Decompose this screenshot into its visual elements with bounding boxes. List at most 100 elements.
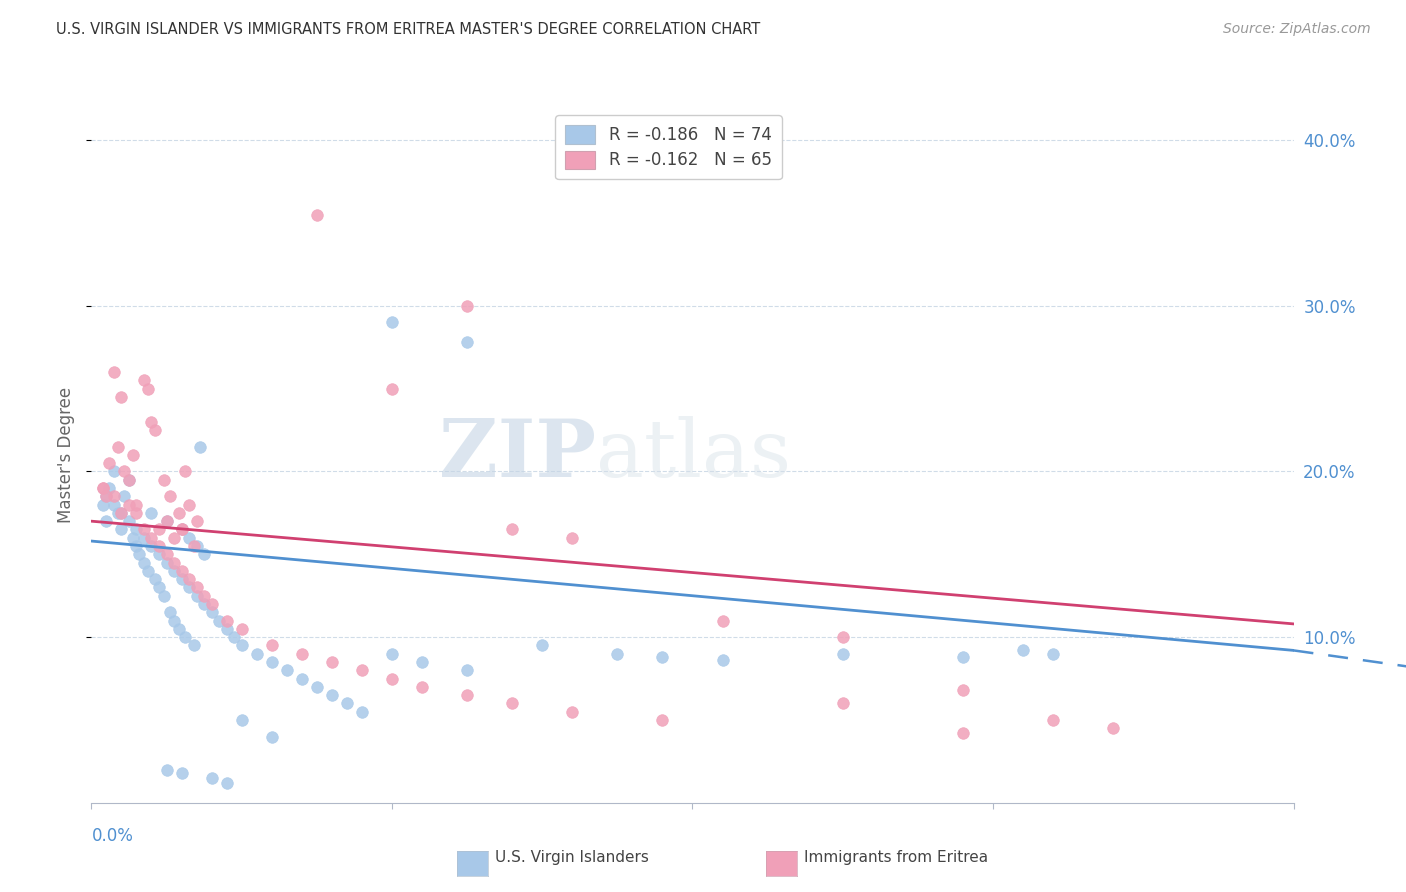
Point: [167, 622, 190, 636]
Point: [155, 514, 177, 528]
Point: [107, 440, 129, 454]
Text: U.S. VIRGIN ISLANDER VS IMMIGRANTS FROM ERITREA MASTER'S DEGREE CORRELATION CHAR: U.S. VIRGIN ISLANDER VS IMMIGRANTS FROM …: [56, 22, 761, 37]
Point: [110, 506, 132, 520]
Point: [381, 672, 404, 686]
Point: [103, 498, 125, 512]
Point: [170, 523, 193, 537]
Point: [141, 531, 163, 545]
Point: [186, 589, 208, 603]
Point: [201, 771, 224, 785]
Point: [177, 581, 200, 595]
Point: [148, 523, 170, 537]
Point: [456, 688, 478, 702]
Point: [103, 365, 125, 379]
Point: [231, 622, 253, 636]
Point: [177, 531, 200, 545]
Point: [231, 639, 253, 653]
Point: [93, 481, 115, 495]
Point: [651, 713, 673, 727]
Point: [118, 514, 141, 528]
Point: [141, 539, 163, 553]
Y-axis label: Master's Degree: Master's Degree: [58, 387, 76, 523]
Point: [138, 564, 160, 578]
Point: [501, 523, 523, 537]
Point: [118, 473, 141, 487]
Point: [952, 650, 974, 665]
Point: [163, 531, 186, 545]
Text: U.S. Virgin Islanders: U.S. Virgin Islanders: [495, 850, 648, 865]
Point: [305, 208, 328, 222]
Point: [98, 481, 121, 495]
Point: [381, 315, 404, 329]
Point: [246, 647, 269, 661]
Point: [193, 597, 215, 611]
Point: [711, 653, 734, 667]
Point: [170, 523, 193, 537]
Point: [952, 726, 974, 740]
Point: [118, 473, 141, 487]
Point: [132, 523, 155, 537]
Point: [606, 647, 628, 661]
Point: [350, 663, 373, 677]
Point: [531, 639, 554, 653]
Text: 0.0%: 0.0%: [91, 827, 134, 845]
Point: [651, 650, 673, 665]
Point: [122, 531, 145, 545]
Point: [159, 605, 181, 619]
Point: [163, 564, 186, 578]
Point: [125, 506, 148, 520]
Point: [321, 655, 343, 669]
Point: [561, 705, 583, 719]
Point: [1102, 721, 1125, 735]
Point: [1012, 643, 1035, 657]
Point: [128, 547, 150, 561]
Point: [201, 597, 224, 611]
Point: [183, 639, 205, 653]
Point: [170, 564, 193, 578]
Point: [411, 680, 433, 694]
Point: [155, 547, 177, 561]
Point: [208, 614, 231, 628]
Point: [148, 539, 170, 553]
Point: [114, 489, 136, 503]
Point: [155, 763, 177, 777]
Point: [110, 390, 132, 404]
Point: [193, 589, 215, 603]
Point: [93, 498, 115, 512]
Point: [173, 465, 195, 479]
Point: [321, 688, 343, 702]
Point: [148, 547, 170, 561]
Point: [159, 489, 181, 503]
Point: [201, 605, 224, 619]
Point: [143, 423, 166, 437]
Point: [831, 630, 853, 644]
Point: [143, 572, 166, 586]
Point: [125, 539, 148, 553]
Point: [170, 766, 193, 780]
Point: [291, 672, 314, 686]
Point: [177, 572, 200, 586]
Point: [456, 335, 478, 350]
Point: [231, 713, 253, 727]
Point: [350, 705, 373, 719]
Point: [96, 514, 118, 528]
Point: [138, 382, 160, 396]
Point: [114, 465, 136, 479]
Point: [336, 697, 359, 711]
Point: [170, 523, 193, 537]
Point: [831, 697, 853, 711]
Point: [163, 614, 186, 628]
Point: [96, 489, 118, 503]
Point: [107, 506, 129, 520]
Point: [170, 572, 193, 586]
Point: [110, 523, 132, 537]
Legend: R = -0.186   N = 74, R = -0.162   N = 65: R = -0.186 N = 74, R = -0.162 N = 65: [555, 115, 782, 179]
Point: [193, 547, 215, 561]
Point: [167, 506, 190, 520]
Point: [952, 683, 974, 698]
Point: [186, 581, 208, 595]
Point: [103, 465, 125, 479]
Point: [132, 531, 155, 545]
Point: [1042, 713, 1064, 727]
Point: [186, 514, 208, 528]
